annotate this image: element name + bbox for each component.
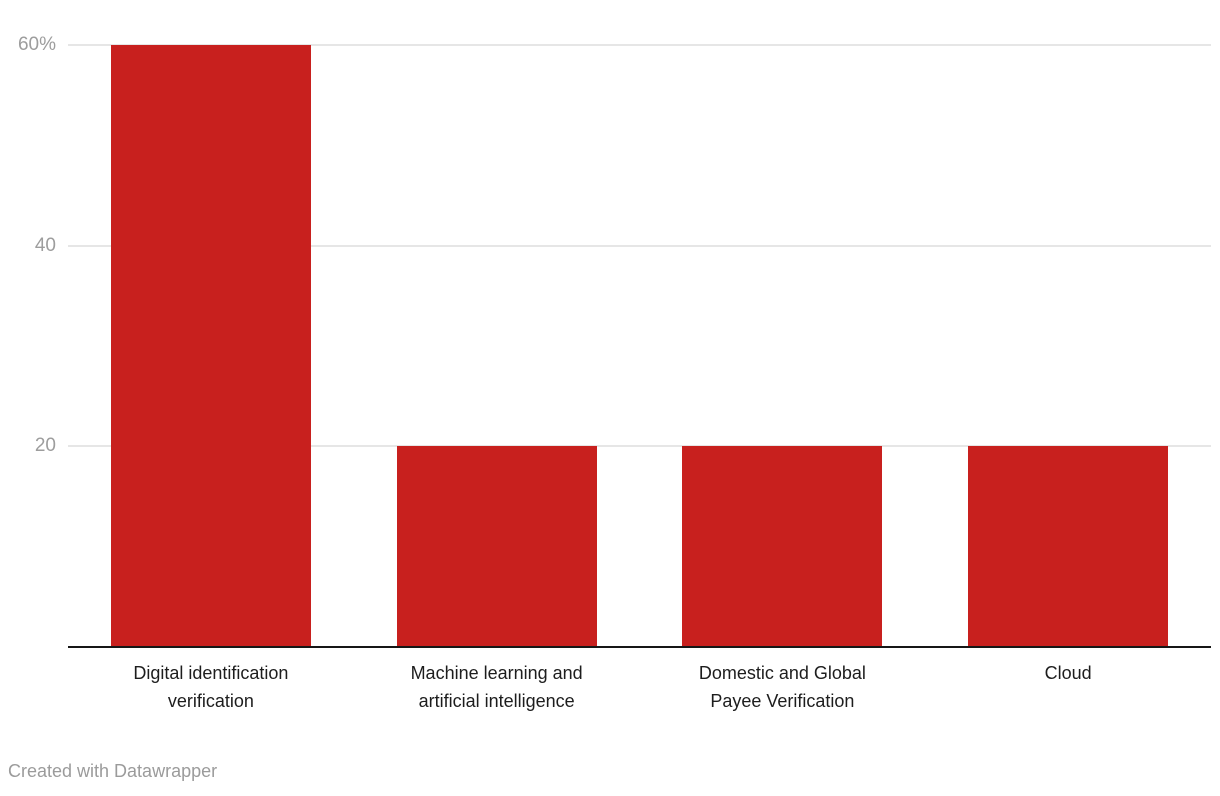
category-label: Cloud (1044, 663, 1092, 683)
bar (396, 446, 597, 647)
datawrapper-credit-link[interactable]: Created with Datawrapper (8, 761, 218, 781)
y-tick-label: 20 (34, 435, 56, 457)
gridline (68, 445, 1211, 448)
x-axis-line (68, 646, 1211, 648)
category-label: Machine learning and artificial intellig… (410, 663, 583, 711)
bar (968, 446, 1169, 647)
attribution: Created with Datawrapper (8, 760, 217, 782)
y-tick-label: 40 (34, 234, 56, 256)
y-tick-label: 60% (17, 34, 56, 55)
category-label: Domestic and Global Payee Verification (698, 663, 866, 711)
gridline (68, 44, 1211, 46)
bar (682, 446, 883, 647)
category-label: Digital identification verification (133, 663, 289, 711)
bar (110, 45, 311, 647)
gridline (68, 244, 1211, 247)
